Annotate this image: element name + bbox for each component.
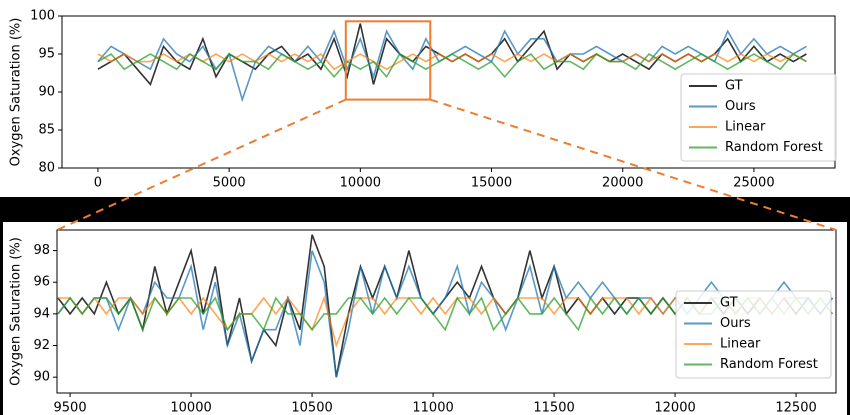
y-tick-label: 94	[33, 306, 50, 321]
x-tick-label: 9500	[54, 401, 87, 415]
zoom-box	[344, 20, 432, 101]
legend-label: Linear	[725, 120, 766, 135]
x-tick-label: 15000	[471, 176, 512, 191]
legend-label: Random Forest	[725, 140, 823, 155]
legend-label: Ours	[725, 99, 756, 114]
y-tick-label: 90	[33, 370, 50, 385]
x-tick-label: 11000	[412, 401, 453, 415]
x-tick-label: 12500	[775, 401, 816, 415]
x-tick-label: 10000	[170, 401, 211, 415]
legend-label: GT	[725, 79, 743, 94]
y-tick-label: 90	[38, 85, 55, 100]
y-axis-label: Oxygen Saturation (%)	[9, 18, 24, 167]
x-tick-label: 12000	[654, 401, 695, 415]
x-tick-label: 11500	[533, 401, 574, 415]
legend-box	[680, 73, 837, 162]
series-line	[97, 52, 807, 79]
zoom-connector	[56, 98, 347, 231]
y-axis-label: Oxygen Saturation (%)	[9, 237, 24, 386]
y-tick-label: 95	[38, 47, 55, 62]
legend-box	[675, 290, 832, 379]
zoom-connector	[429, 98, 837, 231]
y-tick-label: 92	[33, 338, 50, 353]
series-line	[97, 52, 807, 71]
x-tick-label: 10500	[291, 401, 332, 415]
y-tick-label: 100	[30, 9, 55, 24]
legend-label: Random Forest	[720, 357, 818, 372]
legend-label: Ours	[720, 316, 751, 331]
x-tick-label: 0	[94, 176, 102, 191]
x-tick-label: 25000	[733, 176, 774, 191]
y-tick-label: 98	[33, 243, 50, 258]
legend-label: GT	[720, 296, 738, 311]
x-tick-label: 20000	[602, 176, 643, 191]
y-tick-label: 96	[33, 275, 50, 290]
legend-label: Linear	[720, 337, 761, 352]
axes-frame	[56, 229, 837, 394]
y-tick-label: 85	[38, 123, 55, 138]
x-tick-label: 10000	[340, 176, 381, 191]
x-tick-label: 5000	[213, 176, 246, 191]
y-tick-label: 80	[38, 161, 55, 176]
